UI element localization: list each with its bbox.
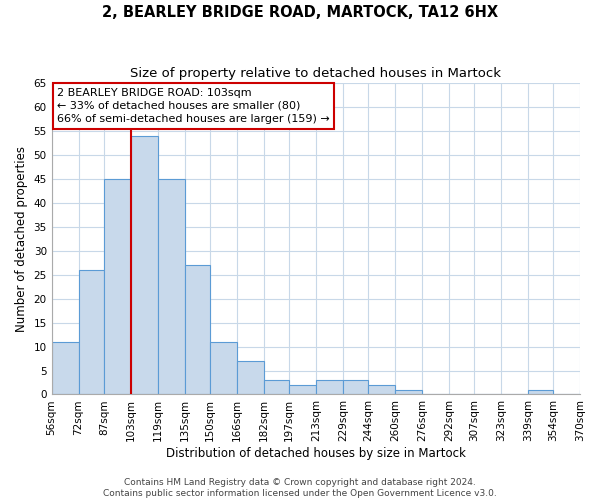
X-axis label: Distribution of detached houses by size in Martock: Distribution of detached houses by size … (166, 447, 466, 460)
Bar (289, 385, 316, 394)
Bar (104, 179, 131, 394)
Text: 2 BEARLEY BRIDGE ROAD: 103sqm
← 33% of detached houses are smaller (80)
66% of s: 2 BEARLEY BRIDGE ROAD: 103sqm ← 33% of d… (57, 88, 330, 124)
Text: 2, BEARLEY BRIDGE ROAD, MARTOCK, TA12 6HX: 2, BEARLEY BRIDGE ROAD, MARTOCK, TA12 6H… (102, 5, 498, 20)
Bar (263, 380, 289, 394)
Bar (528, 390, 553, 394)
Bar (316, 380, 343, 394)
Text: Contains HM Land Registry data © Crown copyright and database right 2024.
Contai: Contains HM Land Registry data © Crown c… (103, 478, 497, 498)
Bar (237, 361, 263, 394)
Bar (185, 265, 210, 394)
Bar (368, 385, 395, 394)
Bar (580, 390, 600, 394)
Bar (131, 136, 158, 394)
Bar (343, 380, 368, 394)
Y-axis label: Number of detached properties: Number of detached properties (15, 146, 28, 332)
Bar (395, 390, 422, 394)
Title: Size of property relative to detached houses in Martock: Size of property relative to detached ho… (130, 68, 502, 80)
Bar (210, 342, 237, 394)
Bar (79, 270, 104, 394)
Bar (52, 342, 79, 394)
Bar (158, 179, 185, 394)
